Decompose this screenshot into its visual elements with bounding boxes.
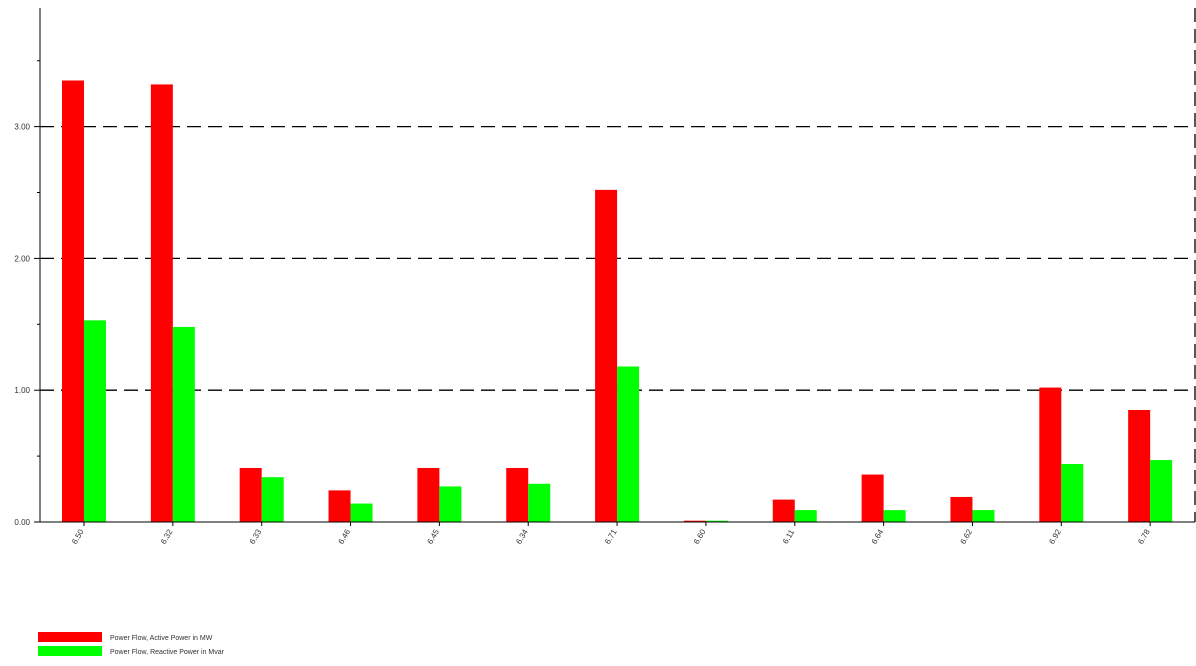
legend: Power Flow, Active Power in MW Power Flow…	[38, 632, 225, 656]
x-tick-label: 6.92	[1047, 527, 1063, 545]
legend-swatch-active	[38, 632, 102, 642]
x-tick-label: 6.34	[514, 527, 530, 545]
legend-label-active: Power Flow, Active Power in MW	[110, 635, 213, 642]
x-tick-label: 6.62	[959, 527, 975, 545]
bar-active-6.46	[328, 490, 351, 522]
bar-reactive-6.92	[1061, 464, 1084, 522]
x-tick-label: 6.33	[248, 527, 264, 545]
bar-reactive-6.62	[972, 510, 995, 522]
bar-active-6.78	[1128, 409, 1151, 522]
bar-reactive-6.32	[172, 326, 195, 522]
bar-active-6.50	[62, 80, 84, 522]
y-tick-label: 3.00	[14, 123, 30, 132]
x-tick-label: 6.71	[603, 527, 619, 545]
bar-reactive-6.46	[350, 503, 373, 522]
bar-active-6.11	[772, 499, 795, 522]
x-tick-label: 6.50	[70, 527, 86, 545]
bar-active-6.45	[417, 467, 440, 522]
bar-reactive-6.34	[528, 483, 551, 522]
bar-active-6.32	[150, 84, 173, 522]
y-tick-label: 1.00	[14, 386, 30, 395]
bar-active-6.71	[595, 189, 618, 522]
bar-active-6.34	[506, 467, 529, 522]
x-tick-label: 6.11	[781, 528, 797, 546]
bar-reactive-6.71	[617, 366, 640, 522]
bar-reactive-6.45	[439, 486, 462, 522]
legend-swatch-reactive	[38, 646, 102, 656]
axes-layer	[34, 8, 1196, 526]
legend-label-reactive: Power Flow, Reactive Power in Mvar	[110, 649, 225, 656]
bar-active-6.92	[1039, 387, 1062, 522]
y-tick-label: 0.00	[14, 518, 30, 527]
bar-reactive-6.33	[261, 477, 284, 522]
bar-active-6.33	[239, 467, 262, 522]
bar-reactive-6.64	[883, 510, 906, 522]
x-tick-label: 6.45	[425, 527, 441, 545]
x-tick-label: 6.60	[692, 527, 708, 545]
bar-reactive-6.60	[705, 520, 728, 522]
bar-reactive-6.50	[84, 320, 106, 522]
x-tick-label: 6.32	[159, 527, 175, 545]
grid-layer	[40, 125, 1195, 391]
bar-active-6.64	[861, 474, 884, 522]
bar-reactive-6.78	[1150, 460, 1173, 522]
bar-active-6.60	[683, 520, 706, 522]
y-tick-label: 2.00	[14, 254, 30, 263]
x-tick-label: 6.64	[870, 527, 886, 545]
bar-active-6.62	[950, 496, 973, 522]
bar-reactive-6.11	[794, 510, 817, 522]
x-tick-label: 6.46	[337, 527, 353, 545]
bars-layer	[62, 80, 1173, 522]
x-tick-label: 6.78	[1136, 527, 1152, 545]
